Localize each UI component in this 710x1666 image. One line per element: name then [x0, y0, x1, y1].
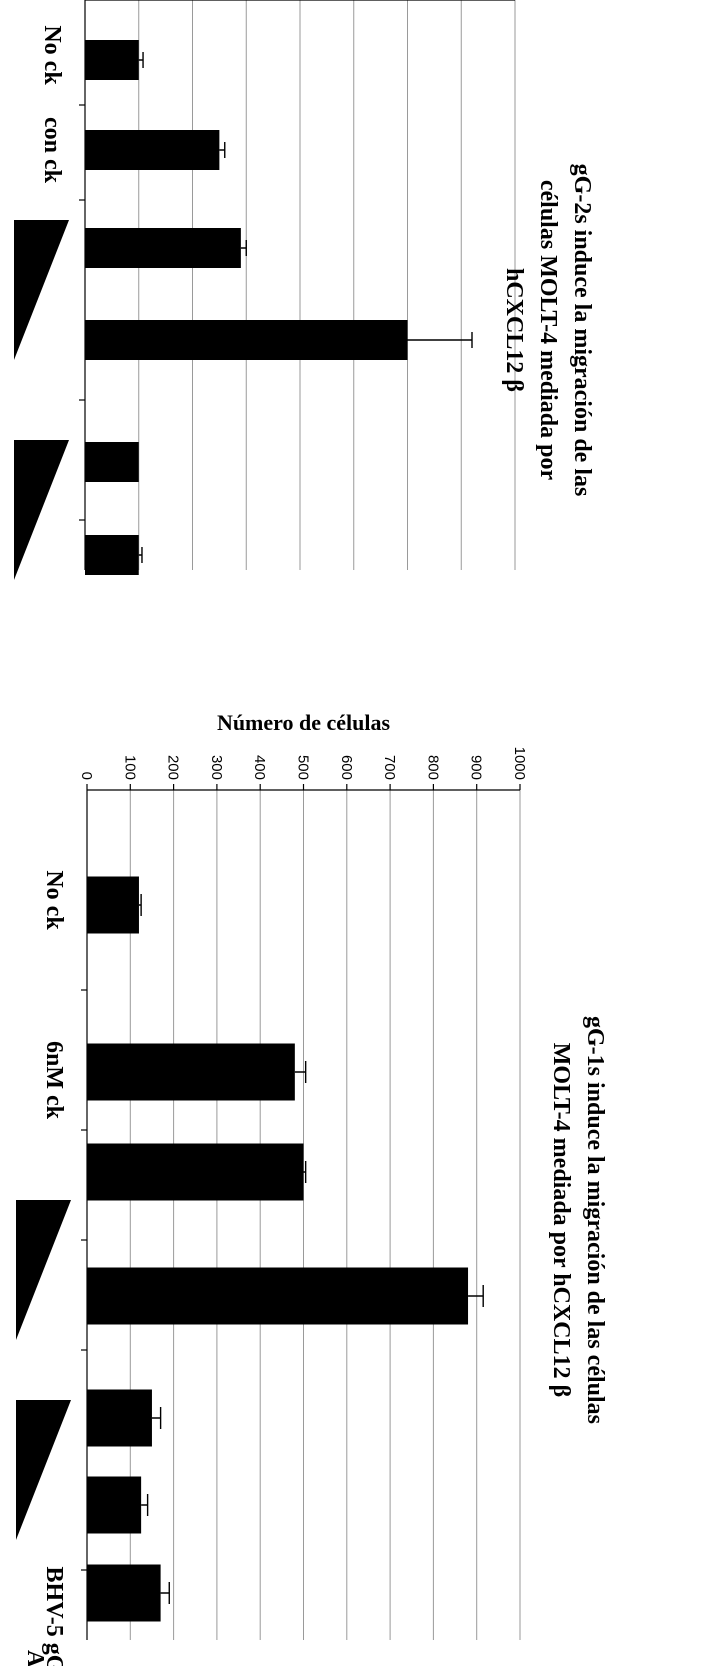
chart-title-line: hCXCL12 β: [501, 268, 527, 392]
category-label-2: 6nM ck: [41, 1041, 67, 1120]
chart-title: gG-1s induce la migración de las células…: [548, 1016, 608, 1424]
bar-2: [85, 130, 220, 170]
chart-title-line: MOLT-4 mediada por hCXCL12 β: [548, 1043, 574, 1398]
y-tick-label: 600: [338, 755, 355, 780]
chart-title: gG-2s induce la migración de las células …: [501, 164, 595, 497]
category-label-4: gG-2s,sin ck: [14, 440, 69, 580]
error-bar-1: [138, 52, 144, 68]
error-bar-6: [138, 547, 143, 563]
y-tick-label: 100: [121, 755, 138, 780]
y-tick-label: 700: [381, 755, 398, 780]
error-bar-7: [160, 1582, 170, 1604]
bar-6: [87, 1476, 142, 1534]
error-bar-1: [138, 894, 142, 916]
bar-3: [85, 228, 241, 268]
chart-panel-gG-2s: 05001000150020002500300035004000No ckcon…: [14, 0, 595, 580]
plot-area: 05001000150020002500300035004000No ckcon…: [14, 0, 595, 580]
category-label-text: gG-1s,: [0, 1437, 2, 1503]
category-label-text: No ck: [41, 870, 67, 930]
error-bar-3: [240, 240, 247, 256]
error-bar-4: [468, 1285, 484, 1307]
chart-panel-gG-1s: 0 100 200 300 400 500 600 700 800 900 1000 No ck 6nM…: [0, 710, 608, 1666]
category-label-text: No ck: [39, 25, 65, 85]
category-label-text: BHV-5 gG: [41, 1567, 67, 1666]
error-bar-2: [294, 1061, 307, 1083]
y-tick-label: 500: [295, 755, 312, 780]
panel-label: A: [22, 1650, 48, 1666]
chart-title-line: gG-1s induce la migración de las células: [582, 1016, 608, 1424]
bar-2: [87, 1043, 295, 1101]
y-tick-label: 300: [208, 755, 225, 780]
category-label-3: gG-2scon ck: [14, 220, 69, 360]
bar-3: [87, 1143, 304, 1201]
category-label-3: gG-1scon ck: [0, 1200, 71, 1340]
error-bar-6: [141, 1494, 149, 1516]
bar-5: [87, 1389, 152, 1447]
category-label-2: con ck: [39, 117, 65, 184]
error-bar-4: [407, 332, 473, 348]
bar-4: [86, 1267, 469, 1325]
plot-area: 0 100 200 300 400 500 600 700 800 900 1000 No ck 6nM…: [0, 710, 608, 1666]
error-bar-3: [303, 1161, 307, 1183]
category-label-text: 6nM ck: [41, 1041, 67, 1120]
bar-6: [85, 535, 139, 575]
bar-5: [85, 442, 139, 482]
bar-1: [86, 876, 139, 934]
y-tick-label: 400: [251, 755, 268, 780]
bar-7: [86, 1564, 161, 1622]
y-tick-label: 900: [468, 755, 485, 780]
error-bar-5: [151, 1407, 162, 1429]
concentration-triangle: [16, 1200, 71, 1340]
y-tick-label: 1000: [511, 747, 528, 780]
category-label-5: BHV-5 gG: [41, 1567, 67, 1666]
y-axis-label: Número de células: [217, 710, 391, 735]
concentration-triangle: [16, 1400, 71, 1540]
chart-title-line: gG-2s induce la migración de las: [569, 164, 595, 497]
y-tick-label: 800: [424, 755, 441, 780]
chart-title-line: células MOLT-4 mediada por: [535, 180, 561, 481]
category-label-4: gG-1s,sin ck: [0, 1400, 71, 1540]
category-label-1: No ck: [41, 870, 67, 930]
error-bar-2: [219, 142, 226, 158]
concentration-triangle: [14, 220, 69, 360]
y-tick-label: 0: [78, 772, 95, 780]
bar-4: [85, 320, 408, 360]
category-label-text: gG-1s: [0, 1240, 2, 1300]
y-tick-label: 200: [165, 755, 182, 780]
bar-1: [85, 40, 139, 80]
category-label-text: con ck: [39, 117, 65, 184]
category-label-1: No ck: [39, 25, 65, 85]
concentration-triangle: [14, 440, 69, 580]
